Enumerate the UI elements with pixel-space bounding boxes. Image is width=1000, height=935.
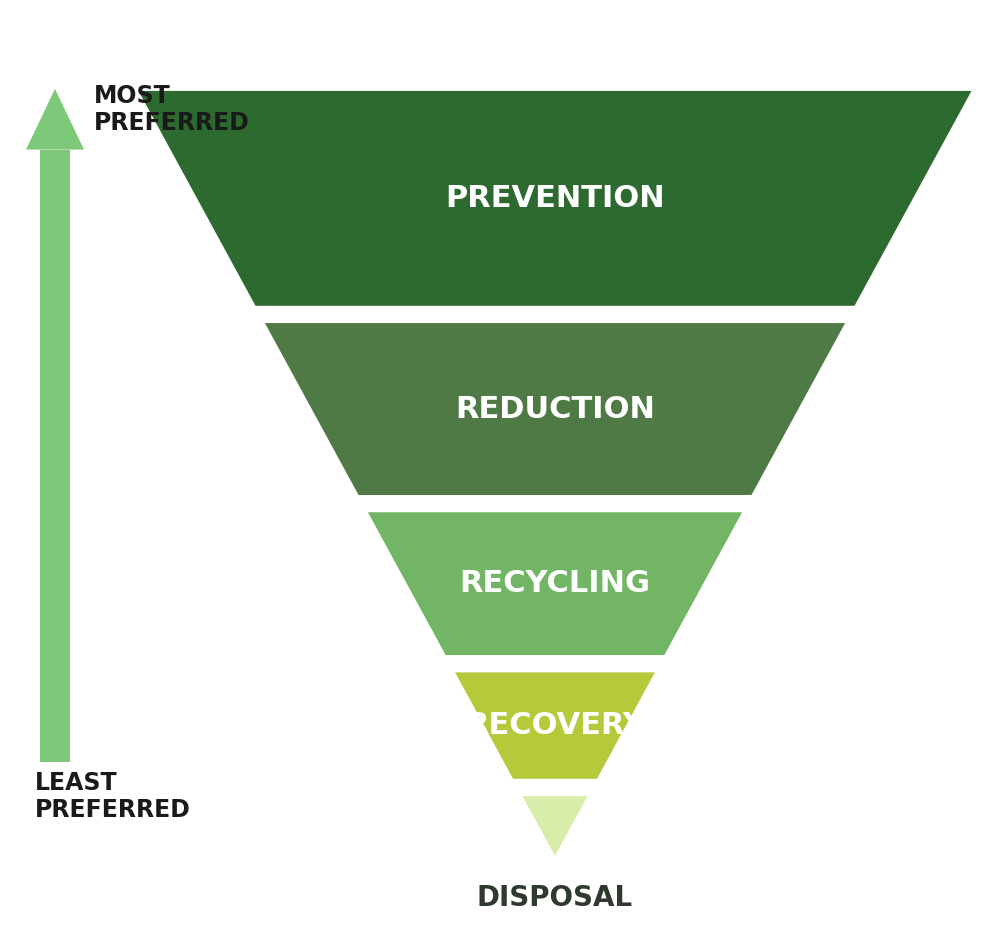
- Text: DISPOSAL: DISPOSAL: [477, 884, 633, 912]
- Polygon shape: [364, 511, 746, 657]
- Text: REDUCTION: REDUCTION: [455, 395, 655, 424]
- Text: RECOVERY: RECOVERY: [465, 712, 645, 741]
- Polygon shape: [261, 321, 849, 497]
- Text: LEAST
PREFERRED: LEAST PREFERRED: [35, 771, 191, 822]
- Text: MOST
PREFERRED: MOST PREFERRED: [94, 84, 250, 135]
- Polygon shape: [519, 794, 591, 860]
- Polygon shape: [135, 89, 975, 308]
- Polygon shape: [40, 150, 70, 762]
- Text: RECYCLING: RECYCLING: [460, 569, 650, 598]
- Polygon shape: [452, 670, 658, 781]
- Polygon shape: [26, 89, 84, 150]
- Text: PREVENTION: PREVENTION: [445, 184, 665, 213]
